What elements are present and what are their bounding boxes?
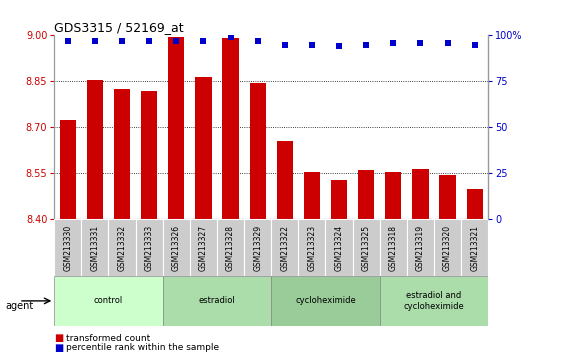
Bar (380, 276, 488, 326)
Text: ■: ■ (54, 343, 63, 353)
Bar (331, 179, 347, 219)
Bar (440, 175, 456, 219)
Text: GSM213328: GSM213328 (226, 225, 235, 271)
Bar (325, 219, 352, 276)
Bar (304, 172, 320, 219)
Text: GSM213325: GSM213325 (361, 225, 371, 271)
Bar (222, 39, 239, 219)
Bar (54, 219, 81, 276)
Bar (271, 276, 380, 326)
Text: control: control (94, 296, 123, 306)
Text: GSM213329: GSM213329 (253, 225, 262, 271)
Bar (163, 276, 271, 326)
Text: GSM213320: GSM213320 (443, 225, 452, 271)
Bar (276, 141, 293, 219)
Bar (108, 219, 135, 276)
Bar (217, 219, 244, 276)
Text: percentile rank within the sample: percentile rank within the sample (66, 343, 219, 352)
Text: GSM213330: GSM213330 (63, 225, 73, 271)
Bar (412, 169, 428, 219)
Bar (141, 91, 157, 219)
Text: cycloheximide: cycloheximide (295, 296, 356, 306)
Bar (467, 189, 482, 219)
Text: transformed count: transformed count (66, 334, 150, 343)
Text: GSM213319: GSM213319 (416, 225, 425, 271)
Bar (407, 219, 434, 276)
Bar (358, 170, 375, 219)
Text: GSM213324: GSM213324 (335, 225, 344, 271)
Bar (352, 219, 380, 276)
Text: GSM213331: GSM213331 (90, 225, 99, 271)
Bar (195, 77, 211, 219)
Text: GSM213327: GSM213327 (199, 225, 208, 271)
Bar (250, 83, 266, 219)
Bar (244, 219, 271, 276)
Text: estradiol: estradiol (199, 296, 235, 306)
Bar (271, 219, 298, 276)
Text: GSM213321: GSM213321 (470, 225, 479, 271)
Text: agent: agent (6, 301, 34, 311)
Bar (434, 219, 461, 276)
Bar (81, 219, 108, 276)
Text: GSM213323: GSM213323 (307, 225, 316, 271)
Text: GSM213326: GSM213326 (172, 225, 181, 271)
Bar (87, 80, 103, 219)
Bar (54, 276, 163, 326)
Bar (163, 219, 190, 276)
Text: ■: ■ (54, 333, 63, 343)
Bar (298, 219, 325, 276)
Bar (190, 219, 217, 276)
Text: GSM213322: GSM213322 (280, 225, 289, 271)
Text: GSM213333: GSM213333 (144, 225, 154, 271)
Text: GSM213332: GSM213332 (118, 225, 127, 271)
Text: GDS3315 / 52169_at: GDS3315 / 52169_at (54, 21, 184, 34)
Bar (135, 219, 163, 276)
Text: GSM213318: GSM213318 (389, 225, 398, 271)
Bar (385, 172, 401, 219)
Text: estradiol and
cycloheximide: estradiol and cycloheximide (404, 291, 464, 310)
Bar (380, 219, 407, 276)
Bar (59, 120, 76, 219)
Bar (168, 37, 184, 219)
Bar (461, 219, 488, 276)
Bar (114, 89, 130, 219)
